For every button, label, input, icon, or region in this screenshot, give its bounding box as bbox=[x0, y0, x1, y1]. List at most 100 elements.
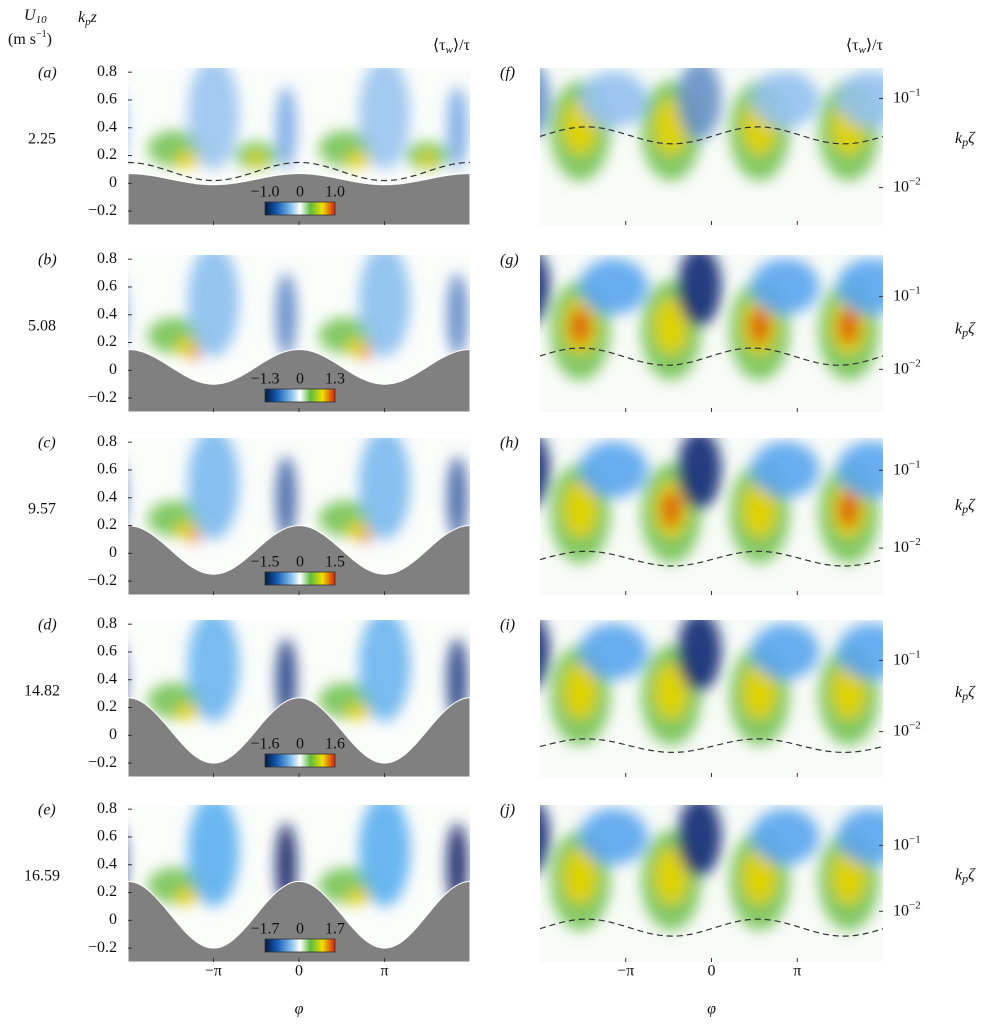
right-ylabel: kpζ bbox=[955, 684, 976, 703]
y-tick-label: 0.6 bbox=[97, 461, 117, 478]
right-ylabel: kpζ bbox=[955, 320, 976, 339]
heatmap-blob bbox=[742, 481, 777, 538]
y-tick-label: 10−1 bbox=[893, 458, 921, 478]
heatmap-field bbox=[540, 620, 883, 746]
y-tick-label: 0.4 bbox=[97, 305, 117, 322]
heatmap bbox=[128, 805, 545, 962]
heatmap bbox=[540, 805, 883, 962]
heatmap-field bbox=[540, 438, 883, 564]
ylabel-symbol: k bbox=[955, 684, 963, 701]
heatmap-field bbox=[147, 438, 468, 543]
heatmap-field bbox=[77, 68, 545, 170]
wind-speed: 5.08 bbox=[28, 318, 56, 335]
tick-exponent: −1 bbox=[909, 648, 921, 660]
heatmap-blob bbox=[275, 456, 297, 540]
tick-exponent: −2 bbox=[909, 899, 921, 911]
heatmap-blob bbox=[751, 258, 820, 315]
wind-speed: 2.25 bbox=[28, 131, 56, 148]
y-tick-label: 0.8 bbox=[97, 250, 117, 267]
panel-label: (d) bbox=[38, 617, 57, 634]
ylabel-subscript: p bbox=[961, 135, 968, 149]
heatmap-blob bbox=[654, 663, 689, 720]
heatmap-blob bbox=[247, 152, 265, 167]
colorbar-tick-label: 0 bbox=[296, 184, 304, 201]
heatmap-blob bbox=[579, 808, 648, 865]
heatmap-blob bbox=[359, 531, 372, 543]
wind-speed: 16.59 bbox=[24, 868, 60, 885]
right-ylabel: kpζ bbox=[955, 130, 976, 149]
unit-open: (m s bbox=[8, 31, 36, 48]
u-symbol: U bbox=[24, 7, 37, 24]
tick-base: 10 bbox=[893, 651, 909, 668]
ylabel-var: ζ bbox=[968, 684, 976, 701]
heatmap-blob bbox=[540, 438, 550, 503]
heatmap-blob bbox=[187, 438, 240, 540]
heatmap-blob bbox=[359, 348, 372, 360]
panel-label: (g) bbox=[500, 252, 519, 269]
title-open: ⟨τ bbox=[846, 37, 859, 54]
left-ylabel: kpz bbox=[78, 9, 98, 28]
y-tick-label: 10−2 bbox=[893, 899, 921, 919]
colorbar bbox=[264, 201, 336, 216]
heatmap-blob bbox=[490, 131, 545, 167]
title-close: ⟩/τ bbox=[453, 37, 471, 54]
heatmap-field bbox=[147, 255, 468, 360]
wave-surface bbox=[128, 697, 470, 777]
y-tick-label: 0.6 bbox=[97, 828, 117, 845]
colorbar bbox=[264, 388, 336, 403]
y-tick-label: 0.2 bbox=[97, 883, 117, 900]
y-tick-label: 0 bbox=[109, 361, 117, 378]
heatmap bbox=[128, 620, 470, 777]
panel-label: (b) bbox=[38, 252, 57, 269]
heatmap-blob bbox=[579, 441, 648, 498]
ylabel-subscript: p bbox=[961, 871, 968, 885]
y-tick-label: 10−1 bbox=[893, 648, 921, 668]
heatmap-blob bbox=[654, 298, 689, 355]
unit-exponent: −1 bbox=[36, 29, 47, 40]
heatmap-blob bbox=[654, 848, 689, 905]
heatmap-blob bbox=[540, 805, 550, 870]
heatmap-blob bbox=[570, 308, 591, 345]
heatmap-blob bbox=[837, 808, 883, 865]
tick-base: 10 bbox=[893, 722, 909, 739]
heatmap-blob bbox=[837, 441, 883, 498]
heatmap-blob bbox=[751, 71, 820, 128]
panel-label: (a) bbox=[38, 65, 57, 82]
heatmap-blob bbox=[838, 491, 859, 528]
y-tick-label: 0.6 bbox=[97, 643, 117, 660]
heatmap-blob bbox=[742, 663, 777, 720]
heatmap-blob bbox=[358, 255, 411, 357]
heatmap-blob bbox=[175, 703, 200, 721]
heatmap-blob bbox=[187, 68, 240, 170]
panel-label: (i) bbox=[500, 617, 515, 634]
heatmap-blob bbox=[677, 438, 722, 510]
heatmap bbox=[128, 438, 470, 595]
y-tick-label: 0.8 bbox=[97, 800, 117, 817]
y-tick-label: 0.4 bbox=[97, 488, 117, 505]
ylabel-subscript: p bbox=[84, 16, 91, 28]
ylabel-var: z bbox=[90, 9, 98, 26]
heatmap-blob bbox=[275, 86, 297, 170]
wave-surface bbox=[128, 880, 470, 962]
heatmap-blob bbox=[677, 255, 722, 327]
colorbar-tick-label: 0 bbox=[296, 371, 304, 388]
y-tick-label: 0.2 bbox=[97, 698, 117, 715]
heatmap-blob bbox=[446, 86, 468, 170]
y-tick-label: 0.6 bbox=[97, 91, 117, 108]
ylabel-subscript: p bbox=[961, 502, 968, 516]
y-tick-label: 0.8 bbox=[97, 63, 117, 80]
heatmap-blob bbox=[751, 623, 820, 680]
heatmap-blob bbox=[77, 153, 94, 167]
heatmap-blob bbox=[661, 491, 682, 528]
colorbar-tick-label: 0 bbox=[296, 921, 304, 938]
heatmap-blob bbox=[579, 623, 648, 680]
heatmap-blob bbox=[490, 868, 545, 904]
heatmap-blob bbox=[837, 258, 883, 315]
heatmap-blob bbox=[540, 620, 550, 685]
y-tick-label: −0.2 bbox=[88, 202, 117, 219]
heatmap-blob bbox=[518, 888, 542, 905]
y-tick-label: 0 bbox=[109, 544, 117, 561]
y-tick-label: −0.2 bbox=[88, 754, 117, 771]
dashed-line bbox=[540, 550, 883, 567]
tick-base: 10 bbox=[893, 178, 909, 195]
